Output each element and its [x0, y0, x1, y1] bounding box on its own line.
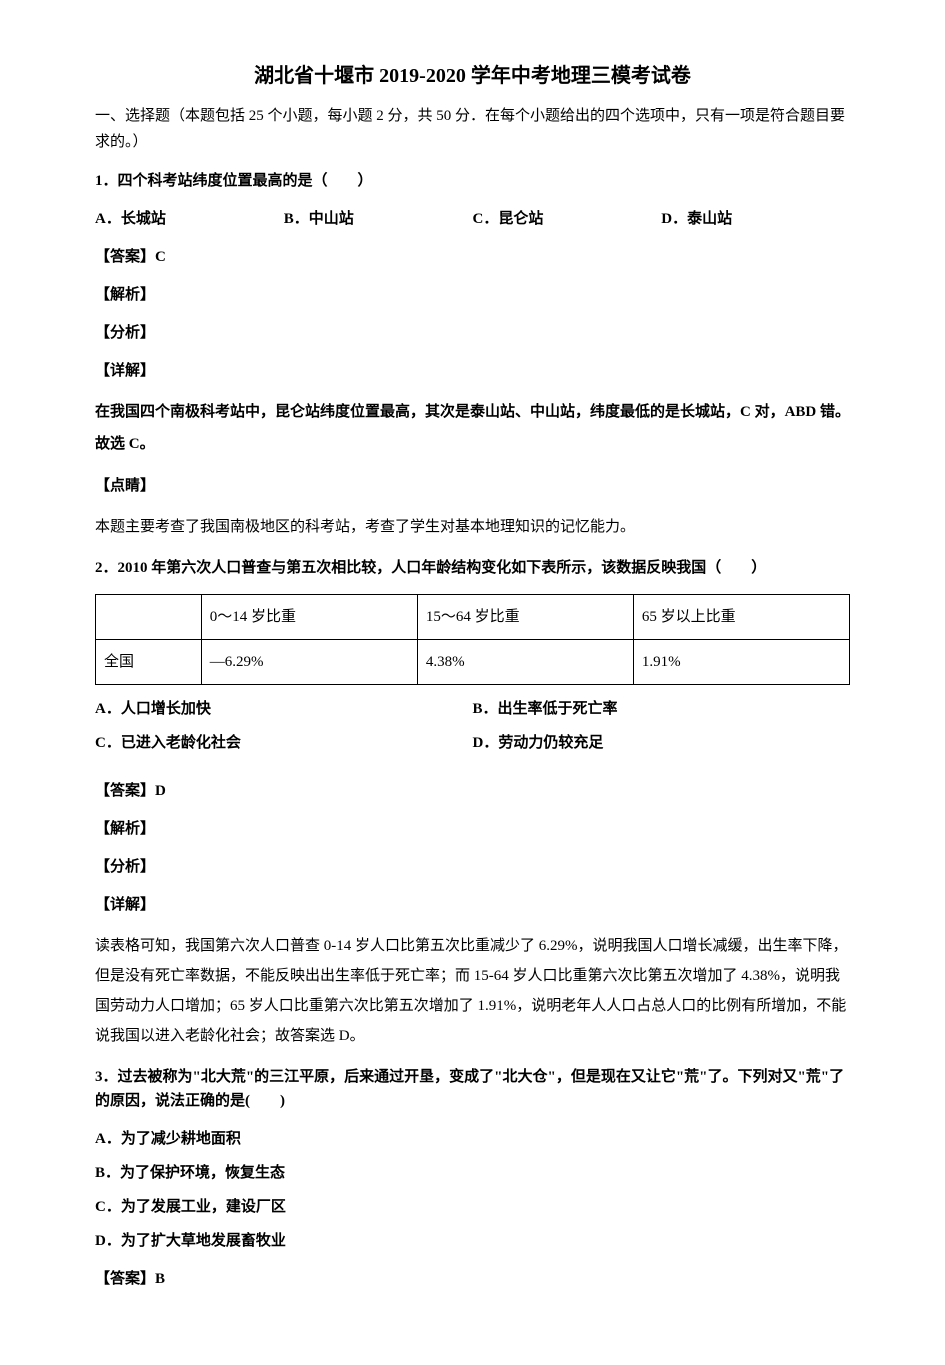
q2-table: 0～14 岁比重 15～64 岁比重 65 岁以上比重 全国 —6.29% 4.…: [95, 594, 850, 685]
q1-fenxi: 【分析】: [95, 321, 850, 345]
q3-answer: 【答案】B: [95, 1267, 850, 1291]
table-row: 0～14 岁比重 15～64 岁比重 65 岁以上比重: [96, 595, 850, 640]
table-cell: 1.91%: [633, 640, 849, 685]
table-cell: 0～14 岁比重: [201, 595, 417, 640]
q2-answer: 【答案】D: [95, 779, 850, 803]
q3-option-c: C．为了发展工业，建设厂区: [95, 1195, 850, 1219]
q2-detail: 读表格可知，我国第六次人口普查 0-14 岁人口比第五次比重减少了 6.29%，…: [95, 931, 850, 1051]
q3-option-b: B．为了保护环境，恢复生态: [95, 1161, 850, 1185]
q1-jiexi: 【解析】: [95, 283, 850, 307]
q2-xiangjie: 【详解】: [95, 893, 850, 917]
table-cell: [96, 595, 202, 640]
q2-options: A．人口增长加快 B．出生率低于死亡率 C．已进入老龄化社会 D．劳动力仍较充足: [95, 697, 850, 765]
q1-answer: 【答案】C: [95, 245, 850, 269]
q2-fenxi: 【分析】: [95, 855, 850, 879]
q1-option-a: A．长城站: [95, 207, 284, 231]
q1-dianjing: 【点睛】: [95, 474, 850, 498]
q3-options: A．为了减少耕地面积 B．为了保护环境，恢复生态 C．为了发展工业，建设厂区 D…: [95, 1127, 850, 1253]
q1-xiangjie: 【详解】: [95, 359, 850, 383]
q2-option-c: C．已进入老龄化社会: [95, 731, 473, 755]
q1-option-c: C．昆仑站: [473, 207, 662, 231]
q1-detail: 在我国四个南极科考站中，昆仑站纬度位置最高，其次是泰山站、中山站，纬度最低的是长…: [95, 397, 850, 460]
q3-stem: 3．过去被称为"北大荒"的三江平原，后来通过开垦，变成了"北大仓"，但是现在又让…: [95, 1065, 850, 1113]
q1-options: A．长城站 B．中山站 C．昆仑站 D．泰山站: [95, 207, 850, 231]
table-row: 全国 —6.29% 4.38% 1.91%: [96, 640, 850, 685]
q2-option-d: D．劳动力仍较充足: [473, 731, 851, 755]
table-cell: 4.38%: [417, 640, 633, 685]
q2-stem: 2．2010 年第六次人口普查与第五次相比较，人口年龄结构变化如下表所示，该数据…: [95, 556, 850, 580]
q1-option-b: B．中山站: [284, 207, 473, 231]
q1-option-d: D．泰山站: [661, 207, 850, 231]
q1-dianjing-text: 本题主要考查了我国南极地区的科考站，考查了学生对基本地理知识的记忆能力。: [95, 512, 850, 542]
q3-option-a: A．为了减少耕地面积: [95, 1127, 850, 1151]
q2-option-b: B．出生率低于死亡率: [473, 697, 851, 721]
q2-option-a: A．人口增长加快: [95, 697, 473, 721]
section-instructions: 一、选择题（本题包括 25 个小题，每小题 2 分，共 50 分．在每个小题给出…: [95, 104, 850, 155]
table-cell: —6.29%: [201, 640, 417, 685]
q3-option-d: D．为了扩大草地发展畜牧业: [95, 1229, 850, 1253]
q2-jiexi: 【解析】: [95, 817, 850, 841]
table-cell: 全国: [96, 640, 202, 685]
q1-stem: 1．四个科考站纬度位置最高的是（ ）: [95, 169, 850, 193]
page-title: 湖北省十堰市 2019-2020 学年中考地理三模考试卷: [95, 60, 850, 92]
table-cell: 65 岁以上比重: [633, 595, 849, 640]
table-cell: 15～64 岁比重: [417, 595, 633, 640]
